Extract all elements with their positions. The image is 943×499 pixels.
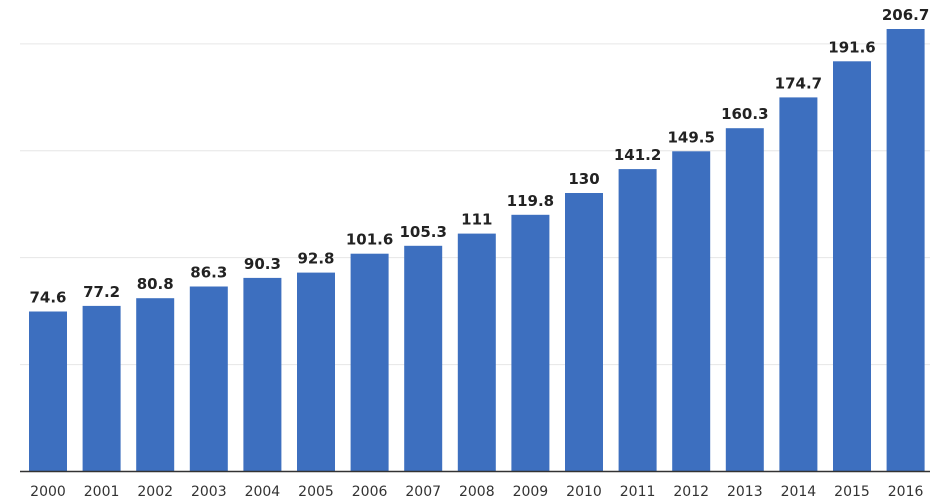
value-label-2006: 101.6 (346, 231, 393, 249)
value-label-2008: 111 (461, 211, 492, 229)
bars (29, 29, 925, 472)
bar-2009 (511, 214, 550, 472)
value-label-2010: 130 (568, 170, 599, 188)
x-tick-2005: 2005 (298, 484, 334, 499)
bar-2002 (136, 298, 175, 471)
value-label-2001: 77.2 (83, 283, 120, 301)
x-tick-2015: 2015 (834, 484, 870, 499)
bar-2006 (350, 253, 389, 471)
x-tick-2010: 2010 (566, 484, 602, 499)
bar-2013 (725, 128, 764, 471)
bar-2015 (833, 61, 871, 472)
value-label-2016: 206.7 (882, 6, 929, 24)
bar-2003 (189, 286, 228, 471)
bar-2005 (297, 272, 335, 471)
x-tick-2012: 2012 (673, 484, 709, 499)
x-tick-2013: 2013 (727, 484, 763, 499)
bar-2016 (886, 29, 925, 471)
value-label-2014: 174.7 (775, 74, 822, 92)
x-tick-2002: 2002 (137, 484, 173, 499)
x-tick-2007: 2007 (405, 484, 441, 499)
value-label-2003: 86.3 (190, 264, 227, 282)
value-label-2005: 92.8 (297, 250, 334, 268)
x-tick-2016: 2016 (888, 484, 924, 499)
value-label-2012: 149.5 (667, 128, 714, 146)
value-label-2000: 74.6 (29, 289, 66, 307)
x-tick-2004: 2004 (245, 484, 281, 499)
bar-2011 (618, 169, 657, 471)
bar-2008 (457, 233, 496, 471)
bar-2004 (243, 277, 282, 471)
value-label-2007: 105.3 (399, 223, 446, 241)
bar-2001 (82, 305, 121, 471)
x-tick-2000: 2000 (30, 484, 66, 499)
value-label-2002: 80.8 (137, 275, 174, 293)
x-tick-2009: 2009 (513, 484, 549, 499)
bar-2014 (779, 97, 818, 472)
bar-2012 (672, 151, 711, 472)
bar-2010 (565, 193, 603, 471)
value-label-2004: 90.3 (244, 255, 281, 273)
x-tick-2014: 2014 (781, 484, 817, 499)
value-labels: 74.6 77.2 80.8 86.3 90.3 92.8 101.6 105.3 111 119… (29, 6, 929, 307)
value-label-2009: 119.8 (507, 192, 554, 210)
x-tick-2008: 2008 (459, 484, 495, 499)
x-tick-2006: 2006 (352, 484, 388, 499)
value-label-2015: 191.6 (828, 38, 875, 56)
x-tick-2011: 2011 (620, 484, 656, 499)
value-label-2011: 141.2 (614, 146, 661, 164)
bar-2000 (29, 311, 67, 471)
bar-2007 (404, 245, 443, 471)
x-tick-labels: 2000 2001 2002 2003 2004 2005 2006 2007 2008 2009… (30, 484, 923, 499)
value-label-2013: 160.3 (721, 105, 768, 123)
x-tick-2003: 2003 (191, 484, 227, 499)
x-tick-2001: 2001 (84, 484, 120, 499)
